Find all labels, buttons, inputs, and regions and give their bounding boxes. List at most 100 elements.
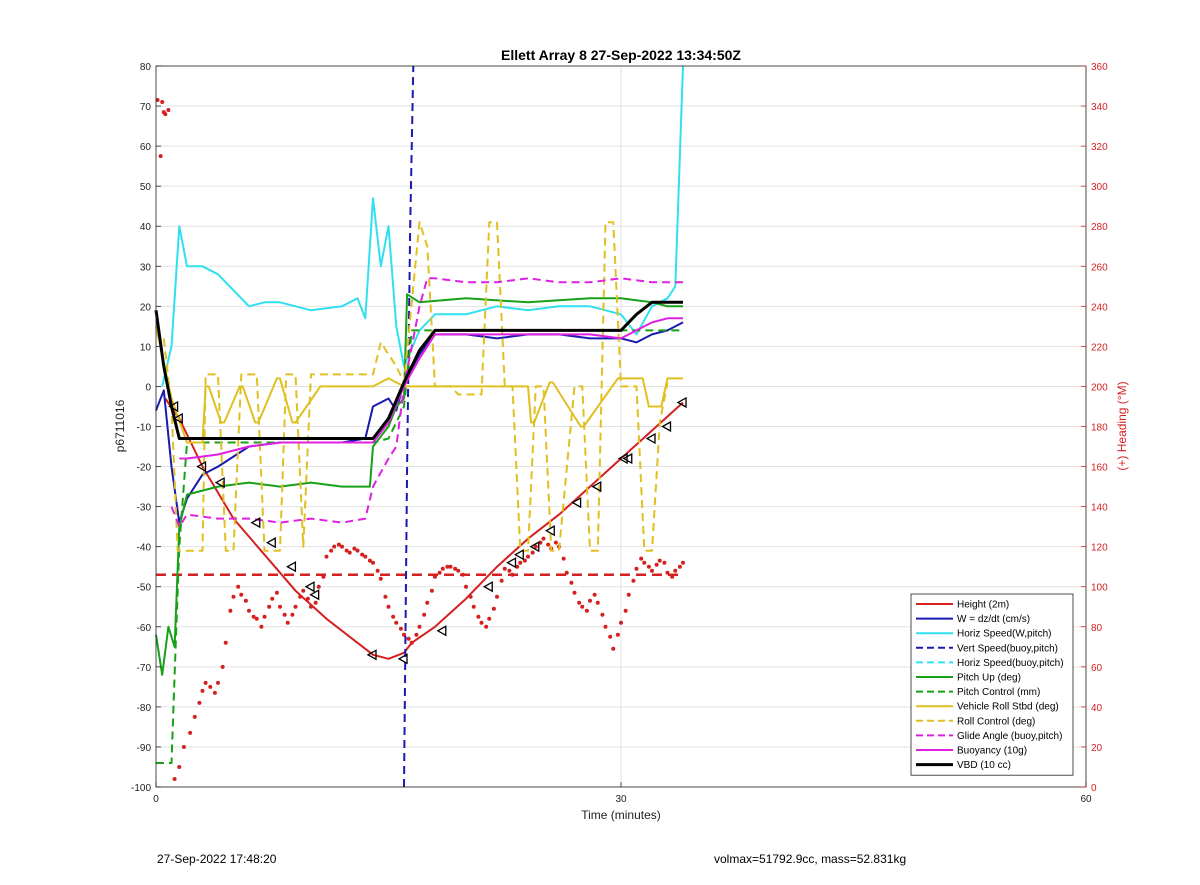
heading-point [564, 570, 569, 575]
legend-label: W = dz/dt (cm/s) [957, 614, 1030, 625]
height-marker [436, 625, 447, 637]
heading-point [394, 620, 399, 625]
y-tick-label: -40 [137, 543, 152, 554]
heading-point [584, 608, 589, 613]
series-line [179, 317, 683, 460]
heading-point [398, 626, 403, 631]
footer-vehicle-info: volmax=51792.9cc, mass=52.831kg [714, 852, 907, 866]
heading-point [402, 632, 406, 637]
height-marker [482, 581, 493, 593]
legend-label: Pitch Up (deg) [957, 673, 1021, 684]
y-tick-label: -10 [137, 423, 152, 434]
y-right-tick-label: 160 [1091, 463, 1108, 474]
y-tick-label: -50 [137, 583, 152, 594]
height-marker [661, 420, 672, 433]
heading-point [391, 614, 396, 619]
heading-point [546, 542, 551, 547]
x-tick-label: 60 [1080, 794, 1092, 805]
heading-point [313, 600, 318, 605]
y-axis-right-label: (+) Heading (°M) [1115, 381, 1129, 470]
height-marker [304, 581, 315, 593]
heading-point [293, 604, 298, 609]
y-right-tick-label: 120 [1091, 543, 1108, 554]
heading-point [634, 566, 639, 571]
heading-point [440, 566, 445, 571]
y-right-tick-label: 180 [1091, 423, 1108, 434]
heading-point [212, 690, 217, 695]
heading-point [681, 560, 685, 565]
heading-point [639, 556, 644, 561]
legend-label: Glide Angle (buoy,pitch) [957, 731, 1062, 742]
heading-point [662, 560, 667, 565]
axes: -100-90-80-70-60-50-40-30-20-10010203040… [131, 62, 1108, 805]
heading-point [422, 612, 427, 617]
legend-label: Buoyancy (10g) [957, 746, 1027, 757]
y-tick-label: -30 [137, 503, 152, 514]
heading-point [243, 598, 248, 603]
heading-point [510, 572, 515, 577]
legend-label: Height (2m) [957, 600, 1009, 611]
heading-point [487, 616, 492, 621]
legend-label: Roll Control (deg) [957, 716, 1035, 727]
heading-point [344, 548, 349, 553]
heading-point [188, 730, 193, 735]
legend-label: Vehicle Roll Stbd (deg) [957, 702, 1059, 713]
heading-point [386, 604, 391, 609]
heading-point [595, 600, 600, 605]
series-layer [154, 65, 687, 788]
series-line [162, 221, 669, 552]
y-right-tick-label: 60 [1091, 663, 1103, 674]
heading-point [355, 548, 360, 553]
heading-point [456, 568, 461, 573]
height-marker [172, 412, 183, 425]
heading-point [600, 612, 605, 617]
y-tick-label: 60 [140, 142, 152, 153]
heading-point [499, 578, 504, 583]
heading-point [278, 604, 282, 609]
height-marker [676, 396, 687, 409]
heading-point [172, 776, 177, 781]
heading-point [541, 536, 546, 541]
heading-point [231, 594, 236, 599]
heading-point [163, 112, 168, 117]
heading-point [453, 566, 458, 571]
y-right-tick-label: 140 [1091, 503, 1108, 514]
heading-point [646, 564, 651, 569]
heading-point [615, 632, 620, 637]
heading-point [448, 564, 453, 569]
series-line [155, 326, 683, 444]
height-marker [196, 460, 207, 473]
heading-point [495, 594, 499, 599]
height-marker [366, 649, 377, 661]
y-tick-label: 80 [140, 62, 152, 73]
heading-point [406, 636, 411, 641]
height-marker [513, 549, 524, 561]
y-right-tick-label: 240 [1091, 302, 1108, 313]
heading-point [425, 600, 430, 605]
y-tick-label: 40 [140, 222, 152, 233]
heading-point [371, 560, 375, 565]
height-marker [571, 496, 582, 509]
heading-point [530, 550, 535, 555]
heading-point [197, 700, 202, 705]
y-tick-label: -20 [137, 463, 152, 474]
y-right-tick-label: 360 [1091, 62, 1108, 73]
heading-point [251, 614, 256, 619]
heading-point [228, 608, 233, 613]
height-marker [250, 517, 261, 529]
legend-label: VBD (10 cc) [957, 760, 1011, 771]
x-tick-label: 30 [615, 794, 627, 805]
heading-point [324, 554, 329, 559]
height-marker [286, 561, 297, 573]
legend-label: Vert Speed(buoy,pitch) [957, 643, 1058, 654]
heading-point [569, 580, 574, 585]
heading-point [363, 554, 368, 559]
series-line [161, 65, 684, 387]
heading-point [208, 684, 213, 689]
height-marker [591, 480, 602, 493]
heading-point [301, 588, 306, 593]
heading-point [433, 574, 437, 579]
heading-point [429, 588, 434, 593]
heading-point [267, 604, 272, 609]
